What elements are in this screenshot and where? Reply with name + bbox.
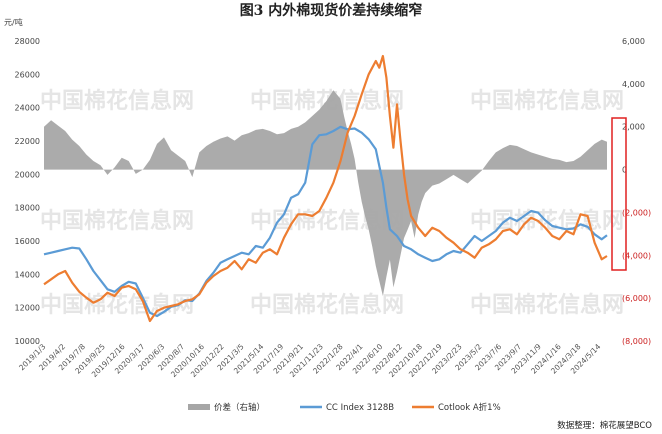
left-tick-label: 20000: [15, 170, 40, 179]
legend-swatch-spread: [188, 404, 210, 410]
spread-area: [44, 90, 607, 296]
watermark-text: 中国棉花信息网: [40, 292, 194, 318]
left-tick-label: 18000: [15, 204, 40, 213]
left-tick-label: 10000: [15, 337, 40, 346]
right-tick-label: 2,000: [622, 123, 645, 132]
right-tick-label: 0: [622, 166, 627, 175]
cotlook-line: [43, 54, 608, 323]
spread-area-series: [44, 90, 607, 296]
left-tick-label: 24000: [15, 104, 40, 113]
right-tick-label: (8,000): [622, 337, 651, 346]
right-tick-label: 4,000: [622, 80, 645, 89]
cc-index-line: [43, 125, 608, 318]
legend-label-cotlook: Cotlook A折1%: [438, 402, 501, 413]
y-unit-label: 元/吨: [4, 17, 23, 27]
watermark-text: 中国棉花信息网: [470, 292, 624, 318]
watermark-text: 中国棉花信息网: [40, 208, 194, 234]
legend-label-spread: 价差（右轴）: [214, 402, 265, 413]
left-tick-label: 26000: [15, 70, 40, 79]
right-tick-label: (2,000): [622, 208, 651, 217]
legend-label-cc-index: CC Index 3128B: [326, 403, 394, 413]
watermark-text: 中国棉花信息网: [40, 88, 194, 114]
x-axis: 2019/1/32019/4/22019/7/82019/9/252019/12…: [17, 342, 602, 379]
watermark-text: 中国棉花信息网: [470, 88, 624, 114]
right-tick-label: 6,000: [622, 37, 645, 46]
left-axis: 28000 26000 24000 22000 20000 18000 16000 14000…: [15, 37, 40, 346]
right-axis: 6,000 4,000 2,000 0 (2,000) (4,000) (6,000) (8,…: [622, 37, 651, 346]
watermark-text: 中国棉花信息网: [250, 292, 404, 318]
source-note: 数据整理：棉花展望BCO: [557, 420, 652, 431]
price-line-series: [43, 54, 608, 323]
left-tick-label: 16000: [15, 237, 40, 246]
left-tick-label: 28000: [15, 37, 40, 46]
right-tick-label: (6,000): [622, 294, 651, 303]
left-tick-label: 14000: [15, 270, 40, 279]
right-tick-label: (4,000): [622, 251, 651, 260]
left-tick-label: 22000: [15, 137, 40, 146]
highlight-box: [611, 117, 627, 271]
left-tick-label: 12000: [15, 304, 40, 313]
chart-title: 图3 内外棉现货价差持续缩窄: [240, 2, 423, 19]
legend: 价差（右轴） CC Index 3128B Cotlook A折1%: [188, 402, 501, 413]
watermark-layer: 中国棉花信息网 中国棉花信息网 中国棉花信息网 中国棉花信息网 中国棉花信息网 …: [40, 88, 624, 318]
